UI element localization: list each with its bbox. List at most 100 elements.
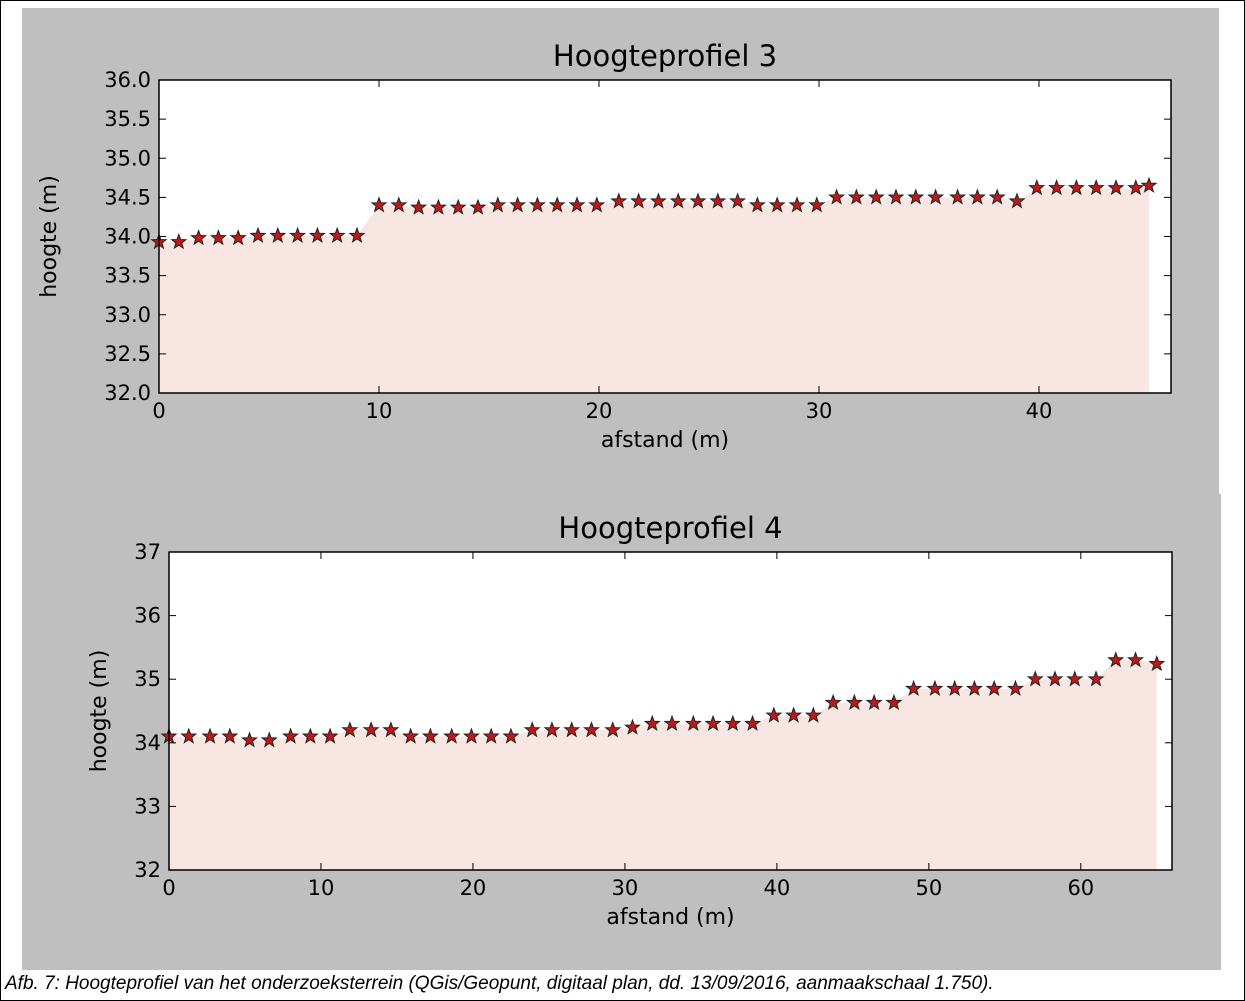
data-point: [804, 706, 822, 723]
x-tick-label: 10: [308, 876, 335, 900]
profile-area: [169, 660, 1157, 870]
data-point: [968, 188, 986, 205]
data-point: [689, 192, 707, 209]
data-point: [321, 727, 339, 744]
data-point: [289, 226, 307, 243]
axes-frame: [168, 551, 1173, 871]
data-point: [1008, 192, 1026, 209]
data-point: [824, 693, 842, 710]
data-point: [548, 196, 566, 213]
data-point: [704, 714, 722, 731]
data-point: [1107, 179, 1125, 196]
data-point: [1046, 670, 1064, 687]
x-tick-label: 20: [460, 876, 487, 900]
x-tick-label: 30: [806, 399, 833, 423]
y-tick-label: 34.5: [104, 185, 151, 209]
data-point: [348, 226, 366, 243]
x-tick-label: 10: [366, 399, 393, 423]
data-point: [768, 196, 786, 213]
y-tick-label: 35.5: [104, 107, 151, 131]
data-point: [1026, 670, 1044, 687]
data-point: [341, 721, 359, 738]
y-tick-label: 34: [134, 731, 161, 755]
data-point: [1127, 651, 1145, 668]
y-tick-label: 33: [134, 794, 161, 818]
data-point: [1087, 670, 1105, 687]
data-point: [927, 188, 945, 205]
chart-title: Hoogteprofiel 4: [558, 511, 782, 545]
data-point: [180, 727, 198, 744]
data-point: [1067, 179, 1085, 196]
data-point: [946, 679, 964, 696]
data-point: [604, 721, 622, 738]
data-point: [867, 188, 885, 205]
y-axis-label: hoogte (m): [87, 650, 112, 773]
data-point: [543, 721, 561, 738]
data-point: [684, 714, 702, 731]
data-point: [462, 727, 480, 744]
data-point: [887, 188, 905, 205]
data-point: [482, 727, 500, 744]
data-point: [282, 727, 300, 744]
data-point: [623, 718, 642, 735]
x-axis-label: afstand (m): [606, 905, 734, 930]
data-point: [249, 226, 267, 243]
y-tick-label: 32.0: [104, 381, 151, 405]
data-point: [390, 196, 408, 213]
data-point: [509, 196, 527, 213]
data-point: [949, 188, 967, 205]
chart-2: 0 10 20 30 40 50 60 32 33 34 35 36 37 Hoogteprofiel 4…: [87, 511, 1173, 930]
data-point: [865, 693, 883, 710]
data-point: [528, 196, 546, 213]
data-point: [443, 727, 461, 744]
y-tick-label: 33.0: [104, 303, 151, 327]
data-point: [744, 714, 762, 731]
data-point: [729, 192, 747, 209]
data-point: [588, 196, 606, 213]
data-point: [709, 192, 727, 209]
chart-title: Hoogteprofiel 3: [553, 39, 777, 73]
data-point: [382, 721, 400, 738]
data-point: [669, 192, 687, 209]
y-tick-label: 36: [134, 604, 161, 628]
data-point: [201, 727, 219, 744]
x-axis-label: afstand (m): [601, 428, 729, 453]
data-point: [209, 229, 227, 246]
figure-caption: Afb. 7: Hoogteprofiel van het onderzoeks…: [5, 973, 994, 994]
data-point: [1107, 651, 1125, 668]
data-point: [765, 706, 783, 723]
data-point: [1066, 670, 1084, 687]
data-point: [568, 196, 586, 213]
data-point: [828, 188, 846, 205]
y-tick-label: 33.5: [104, 264, 151, 288]
x-tick-label: 20: [586, 399, 613, 423]
chart-1: 0 10 20 30 40 32.0 32.5 33.0 33.5 34.0 34.5 35.0 35.…: [37, 39, 1172, 453]
data-point: [965, 679, 983, 696]
data-point: [885, 693, 903, 710]
data-point: [1048, 179, 1066, 196]
data-point: [523, 721, 541, 738]
x-tick-label: 40: [764, 876, 791, 900]
x-tick-label: 0: [152, 399, 165, 423]
data-point: [905, 679, 923, 696]
y-tick-label: 32.5: [104, 342, 151, 366]
y-tick-label: 35.0: [104, 146, 151, 170]
data-point: [449, 198, 467, 215]
data-point: [301, 727, 319, 744]
y-tick-label: 37: [134, 540, 161, 564]
data-point: [489, 196, 507, 213]
data-point: [229, 229, 247, 246]
data-point: [308, 226, 326, 243]
data-point: [1006, 679, 1024, 696]
x-tick-label: 60: [1067, 876, 1094, 900]
data-point: [847, 188, 865, 205]
data-point: [563, 721, 581, 738]
data-point: [410, 198, 428, 215]
y-tick-label: 34.0: [104, 225, 151, 249]
data-point: [370, 196, 388, 213]
x-tick-label: 40: [1026, 399, 1053, 423]
data-point: [241, 731, 259, 748]
data-point: [907, 188, 925, 205]
data-point: [221, 727, 239, 744]
data-point: [402, 727, 420, 744]
